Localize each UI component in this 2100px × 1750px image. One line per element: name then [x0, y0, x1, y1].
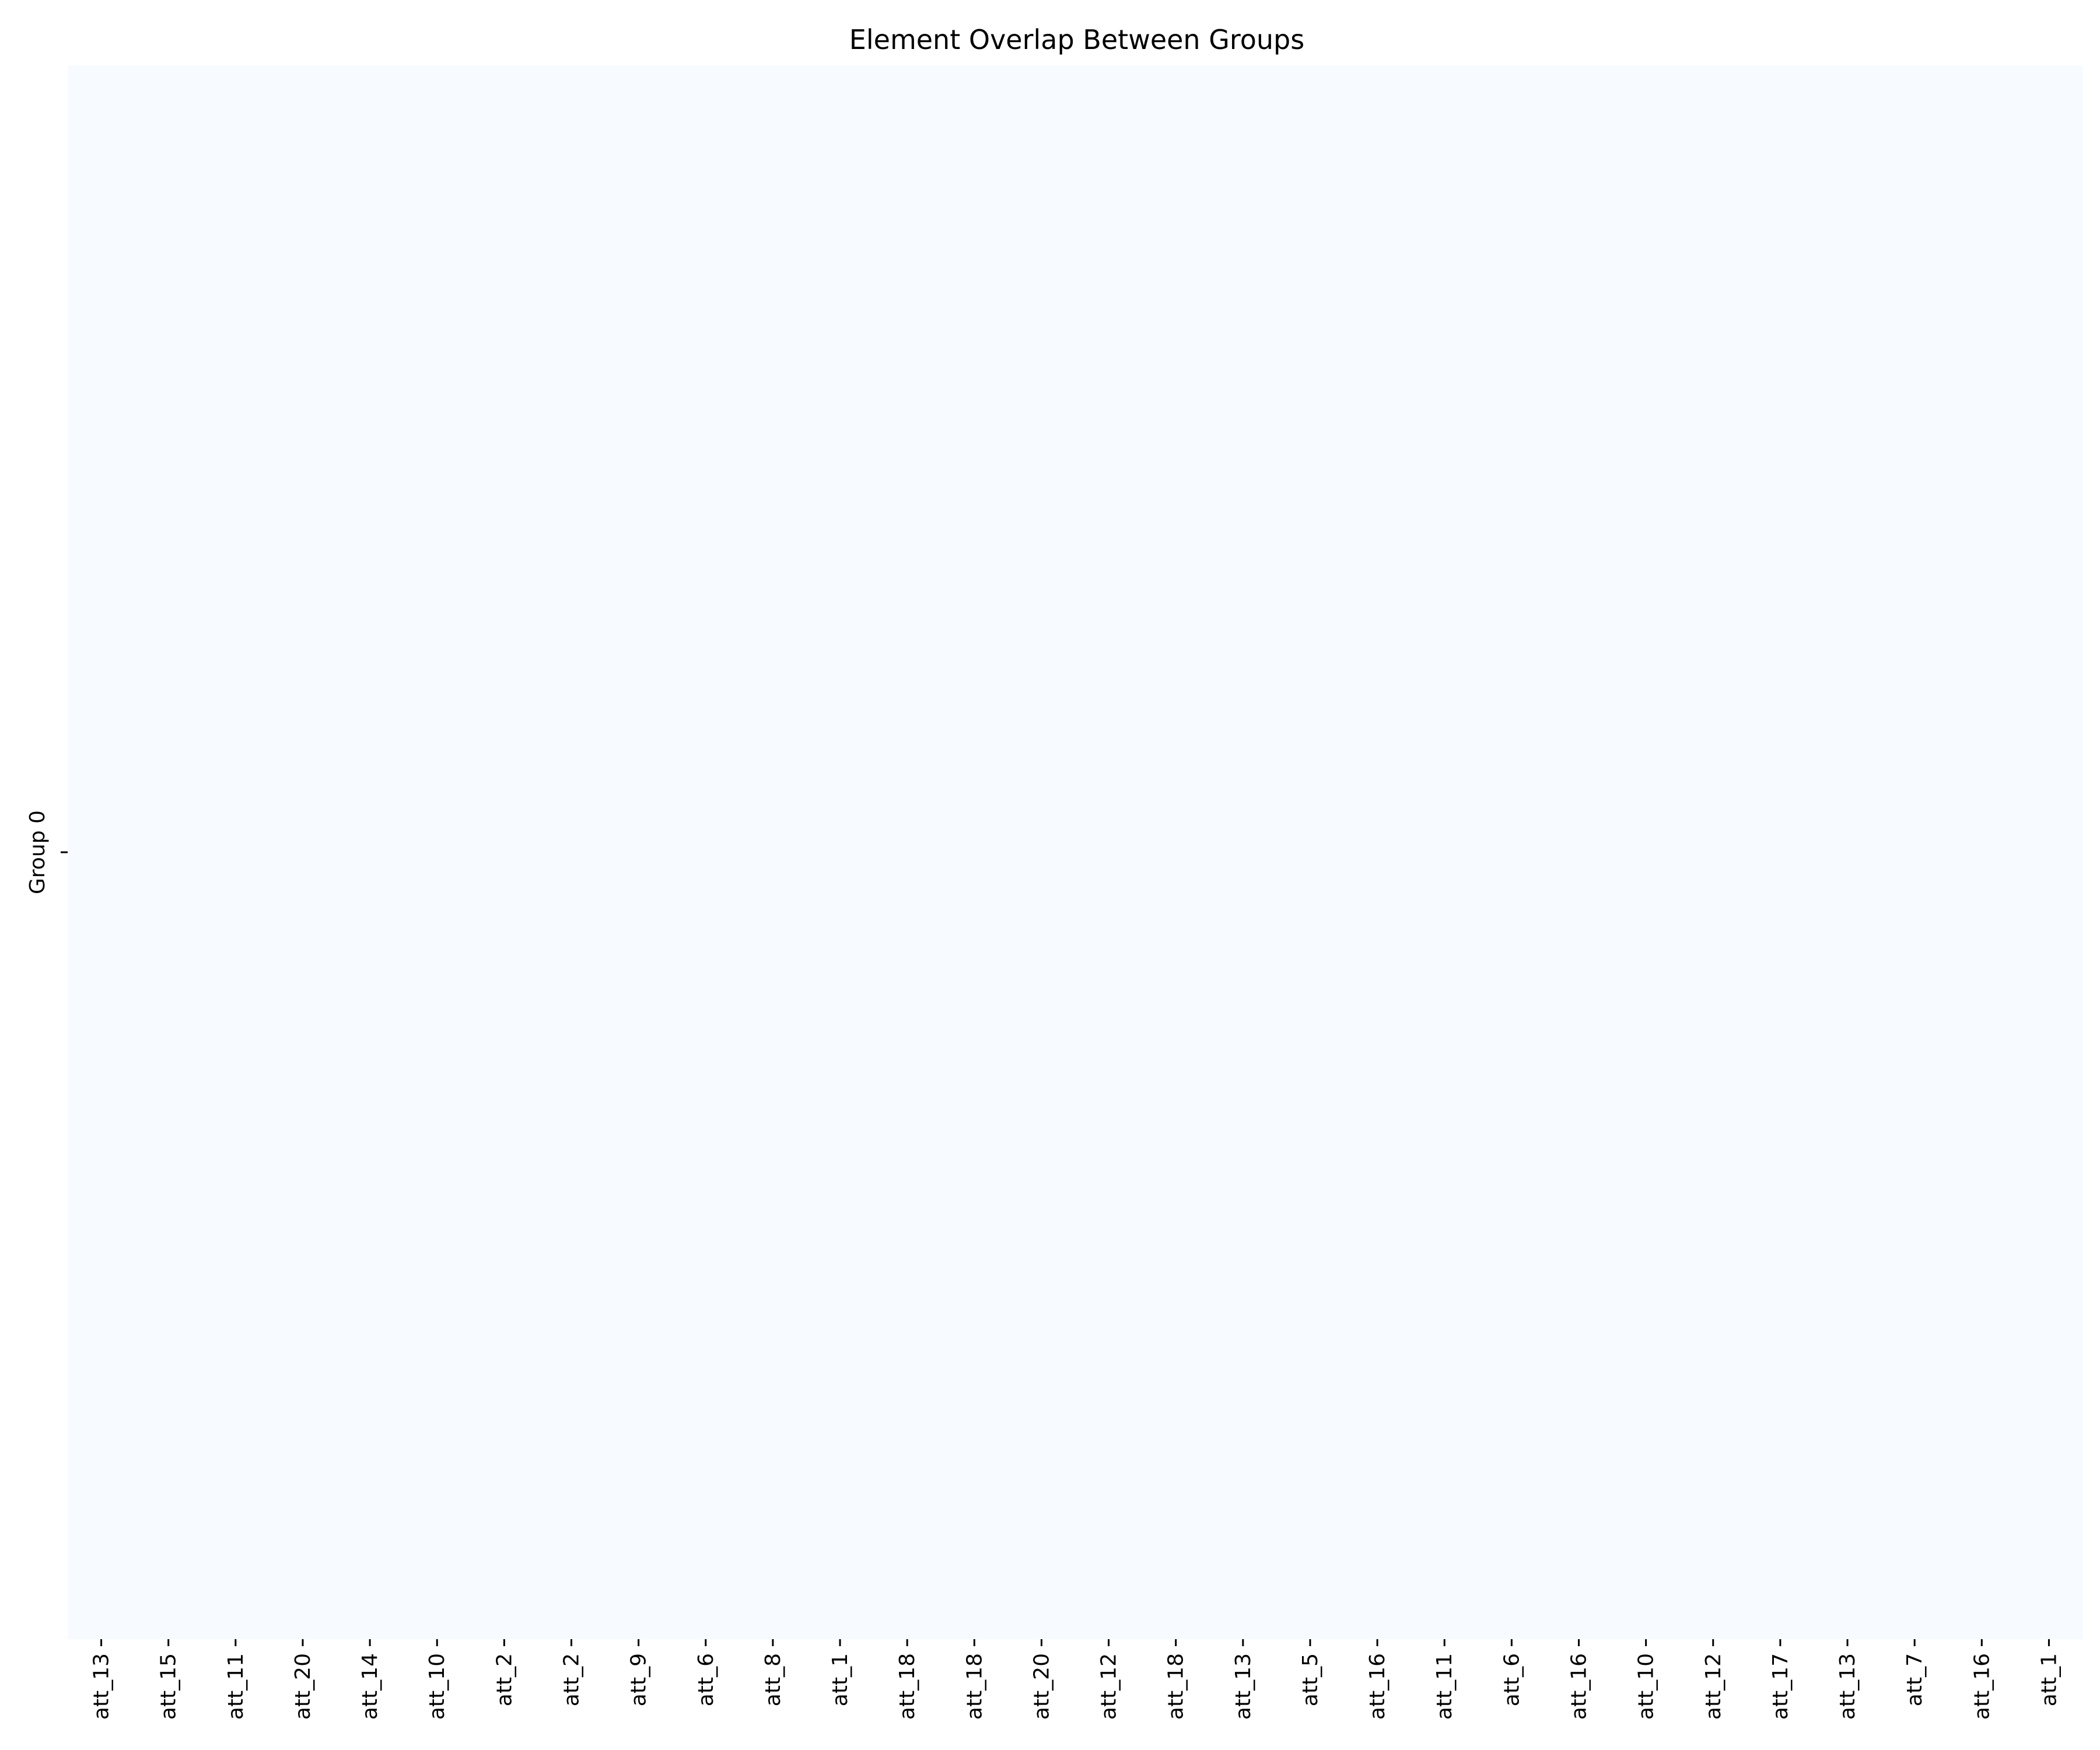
- x-tick-label: att_2: [560, 1653, 584, 1706]
- heatmap-cell: [403, 65, 471, 1640]
- heatmap-cell: [1814, 65, 1882, 1640]
- heatmap-cell: [1410, 65, 1479, 1640]
- heatmap-cell: [68, 65, 135, 1640]
- heatmap-cell: [202, 65, 270, 1640]
- x-tick-label: att_11: [1433, 1653, 1457, 1720]
- heatmap-cells: [68, 65, 2083, 1640]
- x-tick-label: att_16: [1567, 1653, 1591, 1720]
- x-tick-label: att_1: [828, 1653, 852, 1706]
- heatmap-cell: [1478, 65, 1546, 1640]
- heatmap-cell: [537, 65, 606, 1640]
- y-tick-label: Group 0: [26, 810, 50, 894]
- x-tick-label: att_6: [1500, 1653, 1524, 1706]
- heatmap-cell: [672, 65, 740, 1640]
- x-tick-label: att_20: [1030, 1653, 1054, 1720]
- heatmap-cell: [2015, 65, 2083, 1640]
- x-tick-label: att_2: [492, 1653, 516, 1706]
- heatmap-cell: [1007, 65, 1076, 1640]
- heatmap-cell: [1612, 65, 1680, 1640]
- x-tick-label: att_7: [1903, 1653, 1927, 1706]
- heatmap-cell: [336, 65, 404, 1640]
- x-tick-label: att_8: [761, 1653, 785, 1706]
- heatmap-cell: [1746, 65, 1815, 1640]
- x-axis-ticks: att_13 att_15 att_11 att_20 att_14 att_10 att_…: [90, 1639, 2061, 1720]
- x-tick-label: att_11: [224, 1653, 248, 1720]
- heatmap-cell: [1343, 65, 1412, 1640]
- x-tick-label: att_18: [895, 1653, 919, 1720]
- heatmap-cell: [1881, 65, 1949, 1640]
- heatmap-cell: [1142, 65, 1210, 1640]
- heatmap-cell: [605, 65, 673, 1640]
- heatmap-cell: [873, 65, 942, 1640]
- x-tick-label: att_16: [1970, 1653, 1994, 1720]
- x-tick-label: att_18: [963, 1653, 986, 1720]
- heatmap-cell: [1075, 65, 1143, 1640]
- heatmap-cell: [135, 65, 202, 1640]
- x-tick-label: att_15: [157, 1653, 181, 1720]
- x-tick-label: att_17: [1769, 1653, 1793, 1720]
- heatmap-cell: [739, 65, 807, 1640]
- heatmap-cell: [1209, 65, 1277, 1640]
- heatmap-cell: [940, 65, 1009, 1640]
- x-tick-label: att_10: [425, 1653, 449, 1720]
- x-tick-label: att_13: [90, 1653, 114, 1720]
- x-tick-label: att_12: [1097, 1653, 1121, 1720]
- chart-title: Element Overlap Between Groups: [849, 24, 1304, 55]
- x-tick-label: att_5: [1298, 1653, 1322, 1706]
- x-tick-label: att_9: [627, 1653, 651, 1706]
- x-tick-label: att_18: [1164, 1653, 1188, 1720]
- x-tick-label: att_20: [291, 1653, 315, 1720]
- x-tick-label: att_10: [1634, 1653, 1658, 1720]
- heatmap-cell: [269, 65, 337, 1640]
- x-tick-label: att_1: [2037, 1653, 2061, 1706]
- heatmap-cell: [1545, 65, 1613, 1640]
- x-tick-label: att_6: [694, 1653, 718, 1706]
- heatmap-cell: [806, 65, 874, 1640]
- heatmap-cell: [1948, 65, 2016, 1640]
- y-axis-ticks: Group 0: [26, 810, 68, 894]
- x-tick-label: att_12: [1702, 1653, 1726, 1720]
- heatmap-cell: [1276, 65, 1345, 1640]
- x-tick-label: att_16: [1366, 1653, 1390, 1720]
- heatmap-cell: [1679, 65, 1747, 1640]
- x-tick-label: att_14: [358, 1653, 382, 1720]
- x-tick-label: att_13: [1836, 1653, 1860, 1720]
- x-tick-label: att_13: [1231, 1653, 1255, 1720]
- heatmap-cell: [470, 65, 538, 1640]
